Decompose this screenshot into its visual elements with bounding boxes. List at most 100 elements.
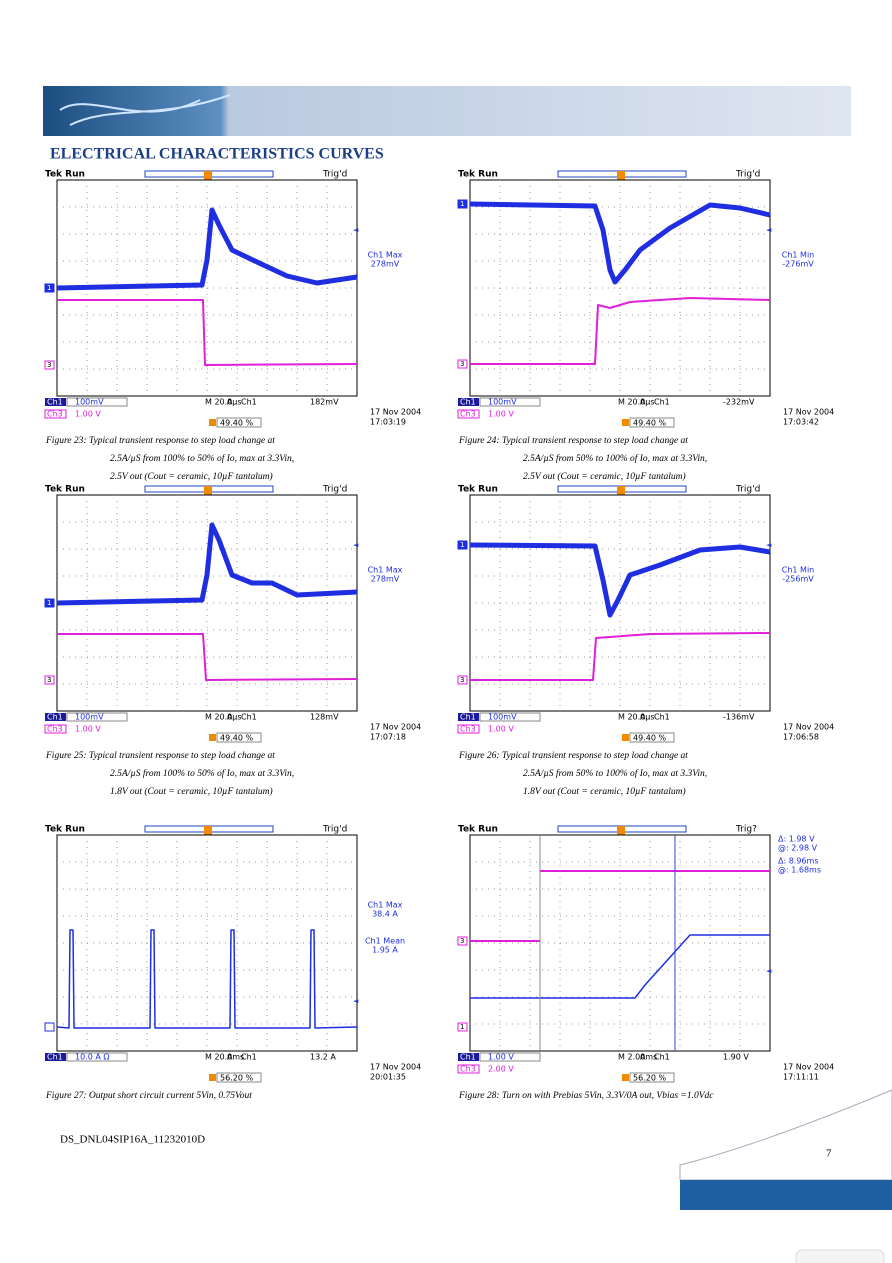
readout: 278mV — [371, 260, 400, 269]
ch-badge — [44, 409, 67, 419]
scope-setting: A — [227, 713, 233, 722]
scope-trigger-state: Trig'd — [735, 485, 760, 495]
channel-marker — [44, 1022, 55, 1032]
scope-status: Tek Run — [45, 825, 85, 835]
waveform — [469, 201, 771, 285]
scope-trigger-state: Trig'd — [322, 485, 347, 495]
figure-caption: Figure 28: Turn on with Prebias 5Vin, 3.… — [458, 1091, 714, 1101]
trigger-marker — [204, 826, 212, 836]
channel-marker-label: 3 — [47, 676, 51, 684]
scope-setting: Ch3 — [47, 725, 63, 734]
header-banner — [43, 86, 851, 136]
trigger-marker — [617, 486, 625, 496]
scope-status: Tek Run — [458, 825, 498, 835]
figure-caption: Figure 27: Output short circuit current … — [45, 1091, 252, 1101]
figure-caption: 2.5A/µS from 100% to 50% of Io, max at 3… — [110, 453, 294, 464]
trig-pos: 49.40 % — [220, 734, 253, 743]
trig-pos-frame — [629, 1072, 675, 1083]
trig-pos-icon — [209, 1074, 216, 1081]
level-arrow: ◄ — [353, 226, 359, 234]
setting-frame — [479, 1052, 541, 1062]
readout: @: 2.98 V — [778, 844, 818, 853]
scope-setting: 182mV — [310, 398, 339, 407]
scope-setting: 2.00 V — [488, 1065, 514, 1074]
channel-marker-label: 3 — [460, 676, 464, 684]
scope-setting: Ch1 — [460, 713, 476, 722]
waveform — [57, 633, 358, 681]
channel-marker — [44, 283, 55, 293]
scope-setting: 13.2 A — [310, 1053, 336, 1062]
setting-frame — [66, 397, 128, 407]
trig-pos-frame — [216, 417, 262, 428]
waveform — [56, 929, 358, 1029]
level-arrow: ◄ — [766, 226, 772, 234]
scope-setting: A — [227, 398, 233, 407]
level-arrow: ◄ — [353, 997, 359, 1005]
scope-setting: M 20.0µs — [618, 398, 655, 407]
scope-time: 20:01:35 — [370, 1073, 406, 1082]
scope-date: 17 Nov 2004 — [783, 408, 834, 417]
channel-marker — [457, 540, 468, 550]
scope-setting: Ch3 — [460, 1065, 476, 1074]
figure-caption: 2.5A/µS from 50% to 100% of Io, max at 3… — [523, 453, 707, 464]
scope-setting: A — [640, 1053, 646, 1062]
channel-marker-label: 1 — [460, 1023, 464, 1031]
channel-marker-label: 1 — [47, 599, 51, 607]
scope-setting: 128mV — [310, 713, 339, 722]
traces — [470, 835, 770, 1051]
readout: -256mV — [782, 575, 814, 584]
scope-setting: M 20.0µs — [205, 713, 242, 722]
trigger-marker — [204, 486, 212, 496]
scope-time: 17:07:18 — [370, 733, 406, 742]
ch-badge — [44, 724, 67, 734]
footer-band — [680, 1180, 892, 1210]
channel-marker — [44, 360, 55, 370]
channel-marker — [457, 1022, 468, 1032]
trig-pos: 49.40 % — [633, 419, 666, 428]
scope-setting: 1.00 V — [75, 410, 101, 419]
scope-time: 17:11:11 — [783, 1073, 819, 1082]
figure-caption: 2.5V out (Cout = ceramic, 10µF tantalum) — [110, 471, 273, 482]
readout: 278mV — [371, 575, 400, 584]
figure-caption: 1.8V out (Cout = ceramic, 10µF tantalum) — [110, 786, 273, 797]
waveform — [56, 207, 358, 291]
scope-setting: Ch1 — [654, 398, 670, 407]
traces — [56, 522, 358, 681]
setting-frame — [479, 712, 541, 722]
scope-setting: 100mV — [488, 398, 517, 407]
scope-setting: Ch1 — [460, 1053, 476, 1062]
scope-setting: 1.00 V — [75, 725, 101, 734]
scope-setting: Ch1 — [241, 713, 257, 722]
scope-time: 17:03:42 — [783, 418, 819, 427]
scope-time: 17:06:58 — [783, 733, 819, 742]
waveform — [56, 522, 358, 606]
channel-marker-label: 3 — [460, 937, 464, 945]
scope-trigger-state: Trig? — [735, 825, 757, 835]
figure-caption: Figure 25: Typical transient response to… — [45, 751, 275, 761]
scope-date: 17 Nov 2004 — [783, 1063, 834, 1072]
scope-setting: A — [227, 1053, 233, 1062]
banner-swirl — [59, 94, 231, 126]
trigger-marker — [617, 171, 625, 181]
trig-pos: 49.40 % — [633, 734, 666, 743]
scope-time: 17:03:19 — [370, 418, 406, 427]
scope-status: Tek Run — [458, 485, 498, 495]
figure-caption: Figure 26: Typical transient response to… — [458, 751, 688, 761]
trig-pos: 56.20 % — [633, 1074, 666, 1083]
scope-setting: M 20.0µs — [205, 398, 242, 407]
figure-caption: 2.5A/µS from 100% to 50% of Io, max at 3… — [110, 768, 294, 779]
waveform — [470, 870, 770, 942]
channel-marker — [457, 675, 468, 685]
trigger-marker — [617, 826, 625, 836]
ch-badge — [45, 1053, 66, 1061]
section-title: ELECTRICAL CHARACTERISTICS CURVES — [50, 146, 384, 163]
ch-badge — [458, 713, 479, 721]
figure-caption: Figure 23: Typical transient response to… — [45, 436, 275, 446]
ch-badge — [457, 1064, 480, 1074]
figure-caption: 1.8V out (Cout = ceramic, 10µF tantalum) — [523, 786, 686, 797]
traces — [469, 201, 771, 365]
scope-setting: Ch1 — [654, 713, 670, 722]
nav-widget[interactable] — [795, 1249, 885, 1263]
channel-marker-label: 3 — [460, 360, 464, 368]
